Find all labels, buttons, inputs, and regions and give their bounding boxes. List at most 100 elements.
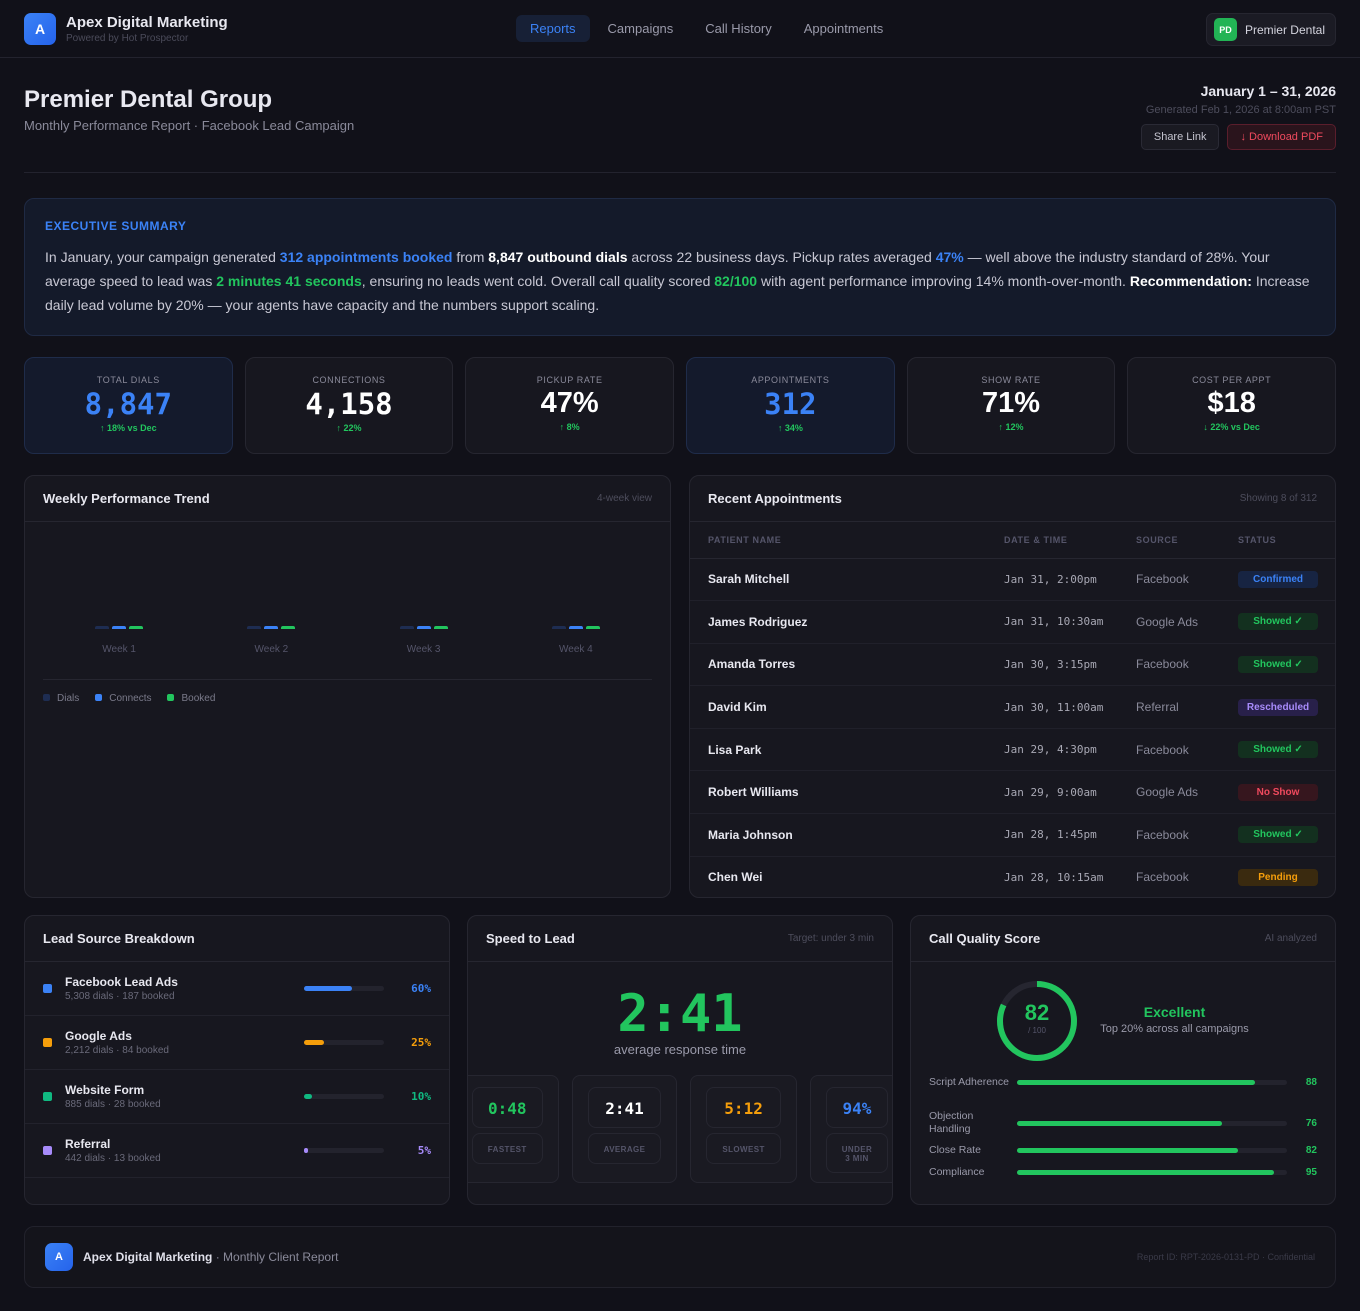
week-group: Week 3 [348,626,500,655]
main-nav: Reports Campaigns Call History Appointments [516,15,897,42]
metric-track [1017,1080,1287,1085]
appointment-datetime: Jan 31, 10:30am [1004,600,1136,644]
column-header: PATIENT NAME [690,522,1004,559]
kpi-value: 47% [540,387,599,419]
lead-source: Facebook [1136,813,1238,857]
appointment-datetime: Jan 28, 10:15am [1004,856,1136,897]
source-progress-track [304,1094,384,1099]
bar-connects [264,626,279,629]
appointment-datetime: Jan 29, 4:30pm [1004,728,1136,772]
bar-chart: Week 1 Week 2 Week 3 Week 4 [43,626,652,655]
metric-fill [1017,1080,1255,1085]
table-row[interactable]: James Rodriguez Jan 31, 10:30am Google Ads… [690,600,1335,644]
kpi-label: TOTAL DIALS [96,375,160,385]
status-badge: Showed ✓ [1238,826,1318,844]
summary-segment: Recommendation: [1129,273,1252,289]
metric-label: Close Rate [929,1144,981,1156]
speed-stat-value: 94% [825,1087,889,1128]
speed-stat: 94% UNDER 3 MIN [809,1075,892,1183]
patient-name: Amanda Torres [690,643,1004,687]
card-meta: 4-week view [596,493,652,504]
table-row[interactable]: Sarah Mitchell Jan 31, 2:00pm Facebook Conf… [690,558,1335,602]
status-badge: Showed ✓ [1238,613,1318,631]
speed-stat-label: AVERAGE [587,1133,662,1164]
metric-value: 88 [1305,1077,1317,1088]
patient-name: Maria Johnson [690,813,1004,857]
bar-dials [399,626,414,629]
legend-label: Booked [181,693,216,704]
bar-connects [416,626,431,629]
kpi-change: ↑ 8% [559,422,580,432]
speed-stat-label: SLOWEST [706,1133,781,1164]
nav-tab-appointments[interactable]: Appointments [803,21,884,36]
chart-baseline [43,679,652,680]
speed-to-lead-card: Speed to Lead Target: under 3 min 2:41 av… [467,915,893,1205]
appointments-table: PATIENT NAME DATE & TIME SOURCE STATUS Sarah… [690,522,1335,897]
metric-label: Objection Handling [929,1110,974,1135]
legend-swatch [167,694,175,701]
kpi-label: PICKUP RATE [536,375,603,385]
share-link-button[interactable]: Share Link [1140,124,1220,150]
kpi-row: TOTAL DIALS 8,847 ↑ 18% vs Dec CONNECTIONS 4… [24,357,1336,454]
bar-group [43,626,195,630]
bar-group [348,626,500,630]
source-progress-fill [304,1094,312,1099]
week-group: Week 2 [195,626,347,655]
table-row[interactable]: Lisa Park Jan 29, 4:30pm Facebook Showed ✓ [690,728,1335,772]
table-row[interactable]: Chen Wei Jan 28, 10:15am Facebook Pending [690,856,1335,897]
metric-value: 95 [1305,1167,1317,1178]
patient-name: Robert Williams [690,770,1004,815]
x-tick-label: Week 4 [559,644,593,655]
status-badge: No Show [1238,783,1318,801]
legend-item-dials: Dials [43,693,79,704]
nav-tab-reports[interactable]: Reports [516,15,590,42]
lead-source: Facebook [1136,643,1238,687]
x-tick-label: Week 1 [102,644,136,655]
source-color-dot [43,1146,52,1155]
source-stats: 885 dials · 28 booked [65,1099,161,1110]
source-name: Facebook Lead Ads [65,975,178,989]
summary-segment: 312 appointments booked [279,249,453,265]
patient-name: James Rodriguez [690,600,1004,644]
quality-rating: Excellent [1143,1004,1206,1020]
table-row[interactable]: Maria Johnson Jan 28, 1:45pm Facebook Showe… [690,813,1335,857]
nav-tab-campaigns[interactable]: Campaigns [607,21,674,36]
x-tick-label: Week 2 [254,644,289,655]
status-badge: Confirmed [1238,570,1318,588]
source-stats: 442 dials · 13 booked [65,1153,161,1164]
appointment-datetime: Jan 29, 9:00am [1004,770,1136,815]
column-header: DATE & TIME [1004,522,1136,559]
source-progress-track [304,1040,384,1045]
metric-value: 82 [1305,1145,1317,1156]
speed-stat-value: 0:48 [471,1087,543,1128]
source-progress-fill [304,1040,324,1045]
source-progress-fill [304,986,352,991]
card-meta: Showing 8 of 312 [1239,493,1317,504]
table-row[interactable]: Robert Williams Jan 29, 9:00am Google Ads N… [690,770,1335,815]
quality-rating-sub: Top 20% across all campaigns [1100,1023,1249,1035]
column-header: SOURCE [1136,522,1238,559]
source-percent: 60% [411,982,431,995]
nav-tab-call-history[interactable]: Call History [705,21,772,36]
download-pdf-button[interactable]: ↓ Download PDF [1227,124,1336,150]
summary-segment: from [452,249,489,265]
legend-label: Connects [109,693,152,704]
table-row[interactable]: Amanda Torres Jan 30, 3:15pm Facebook Showe… [690,643,1335,687]
bar-booked [129,626,144,629]
weekly-trend-card: Weekly Performance Trend 4-week view Week… [24,475,671,898]
table-row[interactable]: David Kim Jan 30, 11:00am Referral Reschedu… [690,685,1335,729]
bar-dials [247,626,262,629]
status-badge: Rescheduled [1238,698,1318,716]
lead-source: Facebook [1136,728,1238,772]
appointment-datetime: Jan 30, 3:15pm [1004,643,1136,687]
speed-stat-label: UNDER 3 MIN [825,1133,889,1173]
footer-brand: Apex Digital Marketing [83,1250,213,1264]
lead-source: Facebook [1136,558,1238,602]
footer-suffix: · Monthly Client Report [212,1250,339,1264]
status-badge: Showed ✓ [1238,741,1318,759]
client-switcher[interactable]: PD Premier Dental [1205,13,1336,46]
top-bar: A Apex Digital Marketing Powered by Hot P… [0,0,1360,58]
summary-text: In January, your campaign generated 312 … [45,245,1315,317]
bar-group [500,626,652,630]
summary-segment: In January, your campaign generated [45,249,280,265]
